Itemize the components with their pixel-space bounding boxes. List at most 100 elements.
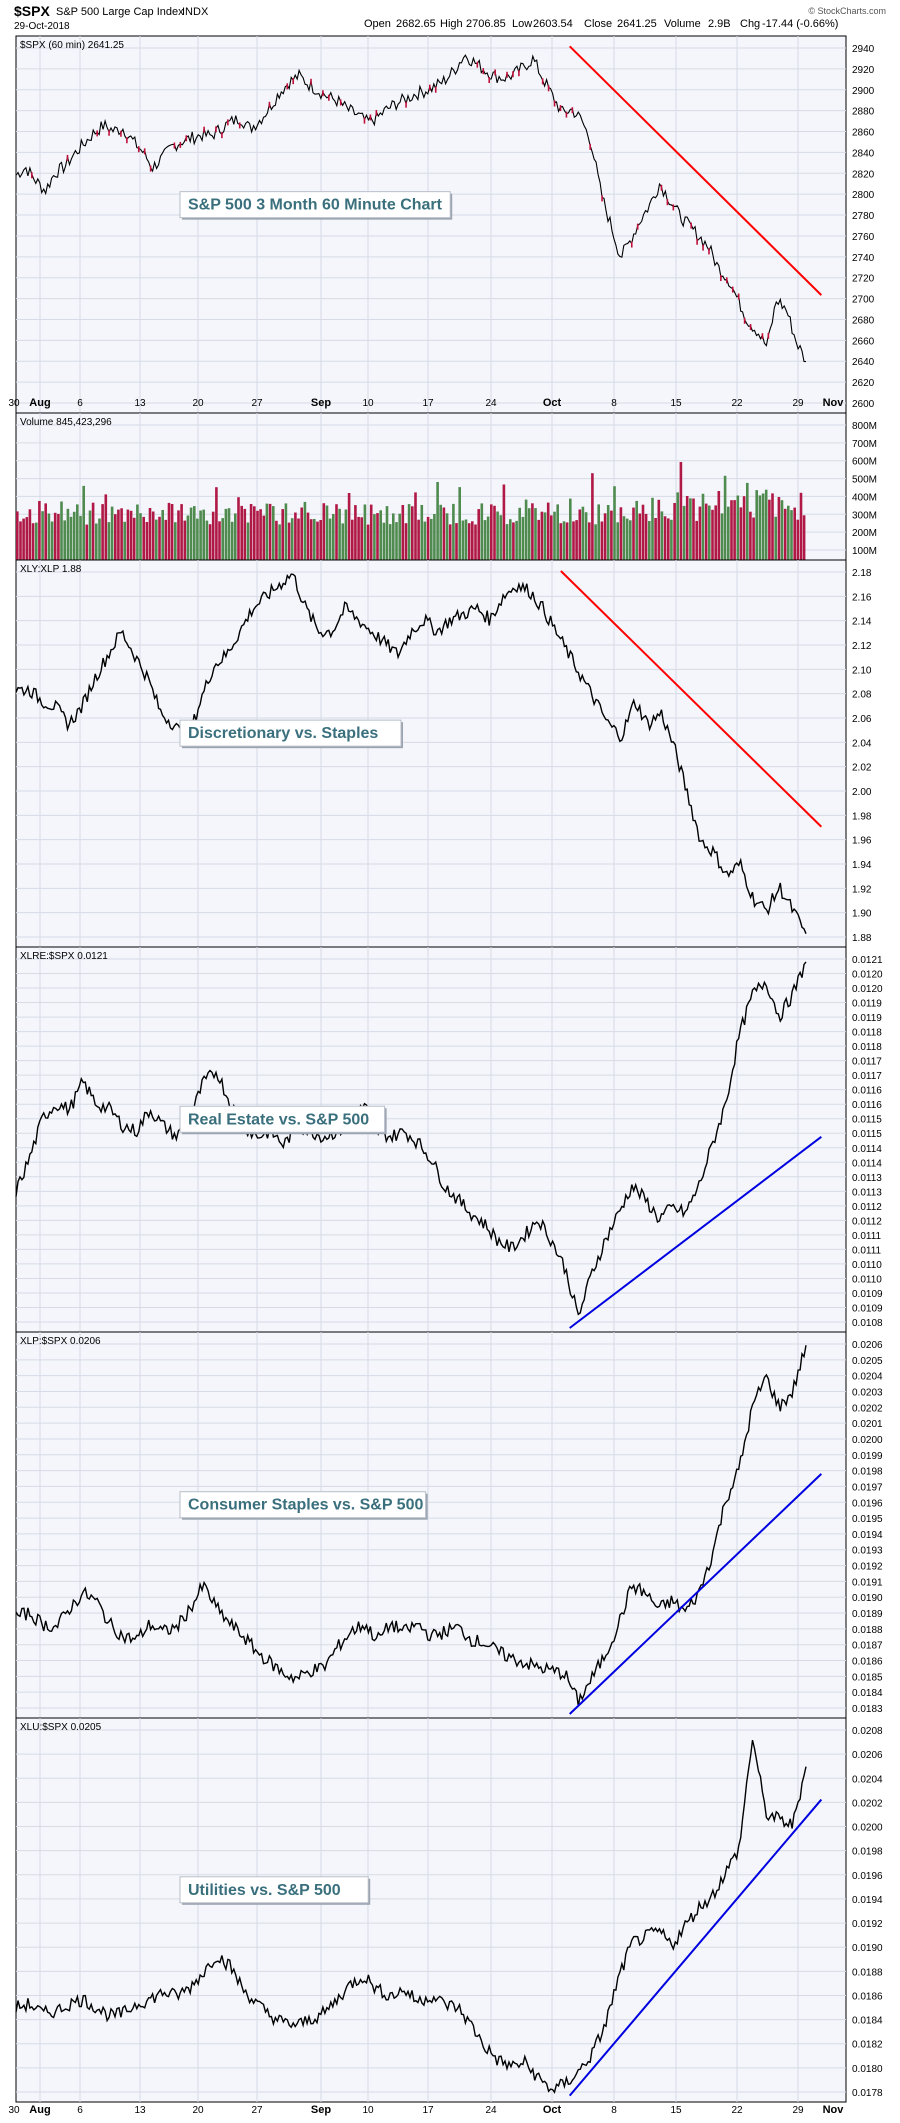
y-tick-label: 500M: [852, 475, 877, 486]
volume-bar: [559, 523, 563, 560]
chart-panel-0: 2940292029002880286028402820280027802760…: [15, 35, 875, 414]
volume-bar: [287, 522, 291, 560]
y-tick-label: 800M: [852, 421, 877, 432]
y-tick-label: 0.0114: [852, 1158, 882, 1169]
x-tick-label: 30: [8, 398, 20, 409]
volume-bar: [246, 522, 250, 560]
high-label: High: [440, 18, 463, 30]
trendline: [569, 45, 823, 296]
x-tick-label: 27: [251, 398, 263, 409]
volume-bar: [752, 517, 755, 560]
volume-bar: [448, 524, 452, 560]
trendline: [569, 1473, 823, 1715]
volume-bar: [79, 515, 82, 560]
volume-bar: [234, 513, 237, 560]
volume-bar: [221, 518, 224, 560]
x-tick-label: 17: [422, 2105, 434, 2116]
volume-bar: [88, 510, 92, 560]
volume-bar: [802, 515, 806, 560]
y-tick-label: 0.0178: [852, 2088, 883, 2099]
volume-bar: [417, 519, 420, 560]
volume-bar: [445, 513, 449, 560]
y-tick-label: 0.0182: [852, 2040, 883, 2051]
volume-bar: [335, 504, 338, 560]
volume-bar: [758, 495, 762, 560]
x-tick-label: Oct: [543, 2104, 562, 2116]
volume-bar: [230, 521, 234, 560]
y-tick-label: 0.0188: [852, 1967, 883, 1978]
volume-bar: [47, 513, 51, 560]
volume-bar: [641, 504, 645, 560]
y-tick-label: 2880: [852, 107, 875, 118]
volume-bar: [629, 520, 632, 560]
volume-bar: [215, 487, 218, 560]
volume-bar: [442, 507, 446, 560]
panel-legend: XLRE:$SPX 0.0121: [20, 951, 108, 962]
volume-bar: [606, 505, 610, 560]
volume-bar: [224, 508, 228, 560]
volume-bar: [16, 511, 19, 560]
x-tick-label: 29: [792, 398, 804, 409]
volume-bar: [613, 486, 616, 560]
volume-bar: [654, 518, 657, 560]
callout-box: [179, 1105, 386, 1133]
volume-bar: [91, 502, 95, 560]
volume-bar: [177, 510, 180, 560]
volume-bar: [385, 506, 389, 560]
callout-label: S&P 500 3 Month 60 Minute Chart: [188, 197, 443, 214]
volume-bar: [610, 510, 613, 560]
volume-bar: [82, 485, 85, 560]
x-tick-label: 10: [362, 398, 374, 409]
volume-bar: [537, 519, 540, 560]
y-tick-label: 1.98: [852, 811, 872, 822]
volume-bar: [414, 492, 417, 560]
volume-bar: [104, 494, 108, 560]
y-tick-label: 2.18: [852, 568, 872, 579]
open-value: 2682.65: [396, 18, 436, 30]
y-tick-label: 0.0118: [852, 1028, 882, 1039]
y-tick-label: 2660: [852, 336, 875, 347]
x-tick-label: 24: [485, 2105, 497, 2116]
volume-bar: [139, 513, 142, 560]
y-tick-label: 400M: [852, 492, 877, 503]
volume-bar: [281, 509, 284, 560]
y-tick-label: 0.0119: [852, 999, 882, 1010]
y-tick-label: 2780: [852, 211, 875, 222]
volume-bar: [787, 505, 790, 560]
volume-bar: [490, 504, 493, 560]
x-tick-label: 10: [362, 2105, 374, 2116]
callout-label: Discretionary vs. Staples: [188, 725, 378, 742]
y-tick-label: 0.0204: [852, 1372, 883, 1383]
y-tick-label: 0.0115: [852, 1115, 882, 1126]
index-name: S&P 500 Large Cap Index: [56, 6, 184, 18]
volume-bar: [85, 524, 89, 560]
volume-bar: [117, 509, 120, 560]
close-label: Close: [584, 18, 612, 30]
volume-bar: [313, 519, 316, 560]
volume-bar: [57, 513, 60, 560]
volume-bar: [259, 509, 262, 560]
volume-bar: [739, 507, 743, 560]
y-tick-label: 700M: [852, 439, 877, 450]
chart-date: 29-Oct-2018: [14, 21, 70, 32]
volume-bar: [711, 509, 714, 560]
volume-bar: [742, 496, 746, 560]
y-tick-label: 0.0202: [852, 1798, 883, 1809]
volume-bar: [22, 518, 25, 560]
y-tick-label: 0.0116: [852, 1100, 882, 1111]
volume-bar: [170, 504, 174, 560]
volume-bar: [452, 503, 455, 560]
volume-bar: [509, 519, 512, 560]
y-tick-label: 2.06: [852, 714, 872, 725]
x-tick-label: 13: [134, 2105, 146, 2116]
volume-bar: [25, 517, 29, 560]
y-tick-label: 0.0192: [852, 1919, 883, 1930]
y-tick-label: 0.0117: [852, 1057, 882, 1068]
x-tick-label: 29: [792, 2105, 804, 2116]
volume-bar: [790, 510, 793, 560]
volume-bar: [132, 517, 136, 560]
y-tick-label: 0.0198: [852, 1467, 883, 1478]
volume-bar: [167, 502, 171, 560]
y-tick-label: 0.0200: [852, 1435, 883, 1446]
